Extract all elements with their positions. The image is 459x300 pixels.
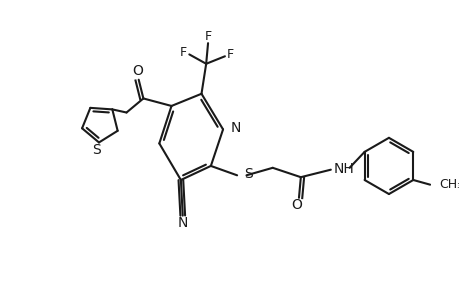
Text: N: N bbox=[230, 121, 241, 134]
Text: F: F bbox=[204, 30, 211, 43]
Text: CH₃: CH₃ bbox=[438, 178, 459, 191]
Text: S: S bbox=[243, 167, 252, 182]
Text: F: F bbox=[226, 48, 234, 61]
Text: F: F bbox=[180, 46, 187, 59]
Text: S: S bbox=[92, 143, 101, 157]
Text: NH: NH bbox=[333, 162, 353, 176]
Text: N: N bbox=[177, 216, 188, 230]
Text: O: O bbox=[291, 198, 302, 212]
Text: O: O bbox=[132, 64, 143, 78]
